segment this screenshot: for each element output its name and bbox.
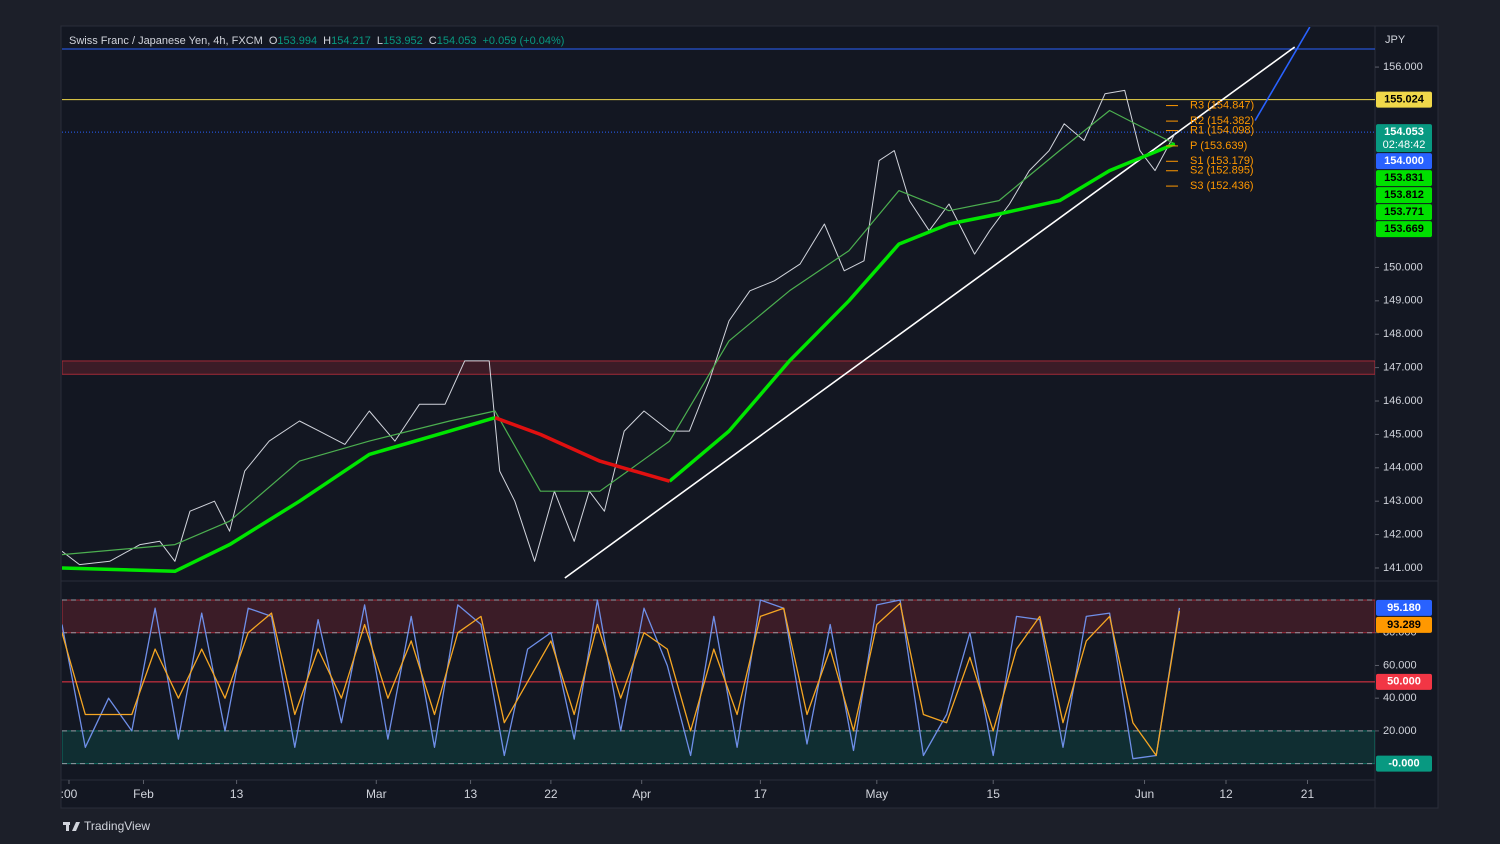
x-tick-label: Mar bbox=[366, 787, 387, 801]
x-tick-label: Jun bbox=[1135, 787, 1154, 801]
zone bbox=[62, 730, 1375, 765]
price-tag-label: 154.000 bbox=[1384, 155, 1424, 167]
pivot-label: R3 (154.847) bbox=[1190, 99, 1254, 111]
y-tick-label: 147.000 bbox=[1383, 362, 1423, 374]
header-item: 153.994 bbox=[277, 35, 317, 47]
y-tick-label: 148.000 bbox=[1383, 328, 1423, 340]
y-tick-label: 142.000 bbox=[1383, 528, 1423, 540]
y-tick-label: 60.000 bbox=[1383, 659, 1417, 671]
price-tag bbox=[1376, 599, 1432, 616]
header-item: 154.053 bbox=[437, 35, 477, 47]
brand-logo bbox=[63, 822, 80, 831]
price-tag-label: 155.024 bbox=[1384, 94, 1425, 106]
x-tick-label: 12 bbox=[1219, 787, 1233, 801]
header-item: L bbox=[377, 35, 383, 47]
price-tag bbox=[1376, 153, 1432, 170]
price-tag-label: 95.180 bbox=[1387, 602, 1421, 614]
trendline bbox=[564, 46, 1296, 579]
price-tag bbox=[1376, 221, 1432, 238]
price-tag-label: 154.053 bbox=[1384, 126, 1424, 138]
header-item: C bbox=[429, 35, 437, 47]
series-line bbox=[62, 602, 1181, 757]
price-pane bbox=[62, 27, 1375, 579]
chart-panel bbox=[60, 25, 1439, 809]
y-tick-label: 145.000 bbox=[1383, 428, 1423, 440]
brand: TradingView bbox=[84, 819, 150, 833]
zone bbox=[62, 599, 1375, 634]
price-tag bbox=[1376, 91, 1432, 108]
x-tick-label: 13 bbox=[230, 787, 244, 801]
x-tick-label: Apr bbox=[632, 787, 651, 801]
price-tag-label: 153.812 bbox=[1384, 189, 1424, 201]
header-item: 153.952 bbox=[383, 35, 423, 47]
zone bbox=[62, 360, 1375, 375]
price-tag-label: 93.289 bbox=[1387, 619, 1421, 631]
price-tag bbox=[1376, 124, 1432, 153]
pivot-label: R1 (154.098) bbox=[1190, 124, 1254, 136]
price-tag bbox=[1376, 673, 1432, 690]
price-tag bbox=[1376, 755, 1432, 772]
price-tag bbox=[1376, 187, 1432, 204]
pivot-label: S2 (152.895) bbox=[1190, 165, 1254, 177]
header-item: O bbox=[269, 35, 278, 47]
header-item: 154.217 bbox=[331, 35, 371, 47]
x-tick-label: 13 bbox=[464, 787, 478, 801]
y-tick-label: 150.000 bbox=[1383, 261, 1423, 273]
price-tag-label: 50.000 bbox=[1387, 676, 1421, 688]
header-item: Swiss Franc / Japanese Yen, 4h, FXCM bbox=[69, 35, 263, 47]
oscillator-pane bbox=[62, 599, 1375, 765]
price-tag-label: -0.000 bbox=[1388, 758, 1419, 770]
y-tick-label: 146.000 bbox=[1383, 395, 1423, 407]
y-tick-label: 20.000 bbox=[1383, 725, 1417, 737]
y-tick-label: 141.000 bbox=[1383, 562, 1423, 574]
currency: JPY bbox=[1385, 34, 1406, 46]
series-line bbox=[62, 109, 1176, 556]
header-item: +0.059 (+0.04%) bbox=[482, 35, 564, 47]
y-tick-label: 144.000 bbox=[1383, 462, 1423, 474]
x-tick-label: 21 bbox=[1301, 787, 1315, 801]
price-tag-label: 153.771 bbox=[1384, 206, 1424, 218]
price-tag bbox=[1376, 204, 1432, 221]
series-line bbox=[494, 416, 671, 483]
y-tick-label: 149.000 bbox=[1383, 295, 1423, 307]
y-tick-label: 143.000 bbox=[1383, 495, 1423, 507]
header-item: H bbox=[323, 35, 331, 47]
price-tag bbox=[1376, 170, 1432, 187]
trendline bbox=[1254, 27, 1311, 121]
series-line bbox=[62, 89, 1176, 566]
price-tag-time: 02:48:42 bbox=[1383, 139, 1426, 151]
price-tag-label: 153.831 bbox=[1384, 172, 1424, 184]
x-tick-label: 22 bbox=[544, 787, 558, 801]
series-line bbox=[62, 599, 1181, 760]
price-tag bbox=[1376, 616, 1432, 633]
y-tick-label: 40.000 bbox=[1383, 692, 1417, 704]
pivot-label: S1 (153.179) bbox=[1190, 155, 1254, 167]
y-tick-label: 156.000 bbox=[1383, 61, 1423, 73]
x-tick-label: Feb bbox=[133, 787, 154, 801]
pivot-label: R2 (154.382) bbox=[1190, 115, 1254, 127]
axes: 156.000 150.000 149.000 148.000 147.000 146.0… bbox=[61, 61, 1432, 801]
x-tick-label: 15 bbox=[987, 787, 1001, 801]
symbol-header: Swiss Franc / Japanese Yen, 4h, FXCM O153… bbox=[69, 35, 564, 47]
x-tick-label: :00 bbox=[61, 787, 78, 801]
series-line bbox=[62, 142, 1176, 574]
price-tag-label: 153.669 bbox=[1384, 223, 1424, 235]
pivot-label: S3 (152.436) bbox=[1190, 180, 1254, 192]
x-tick-label: May bbox=[865, 787, 888, 801]
pivot-label: P (153.639) bbox=[1190, 140, 1247, 152]
x-tick-label: 17 bbox=[754, 787, 768, 801]
